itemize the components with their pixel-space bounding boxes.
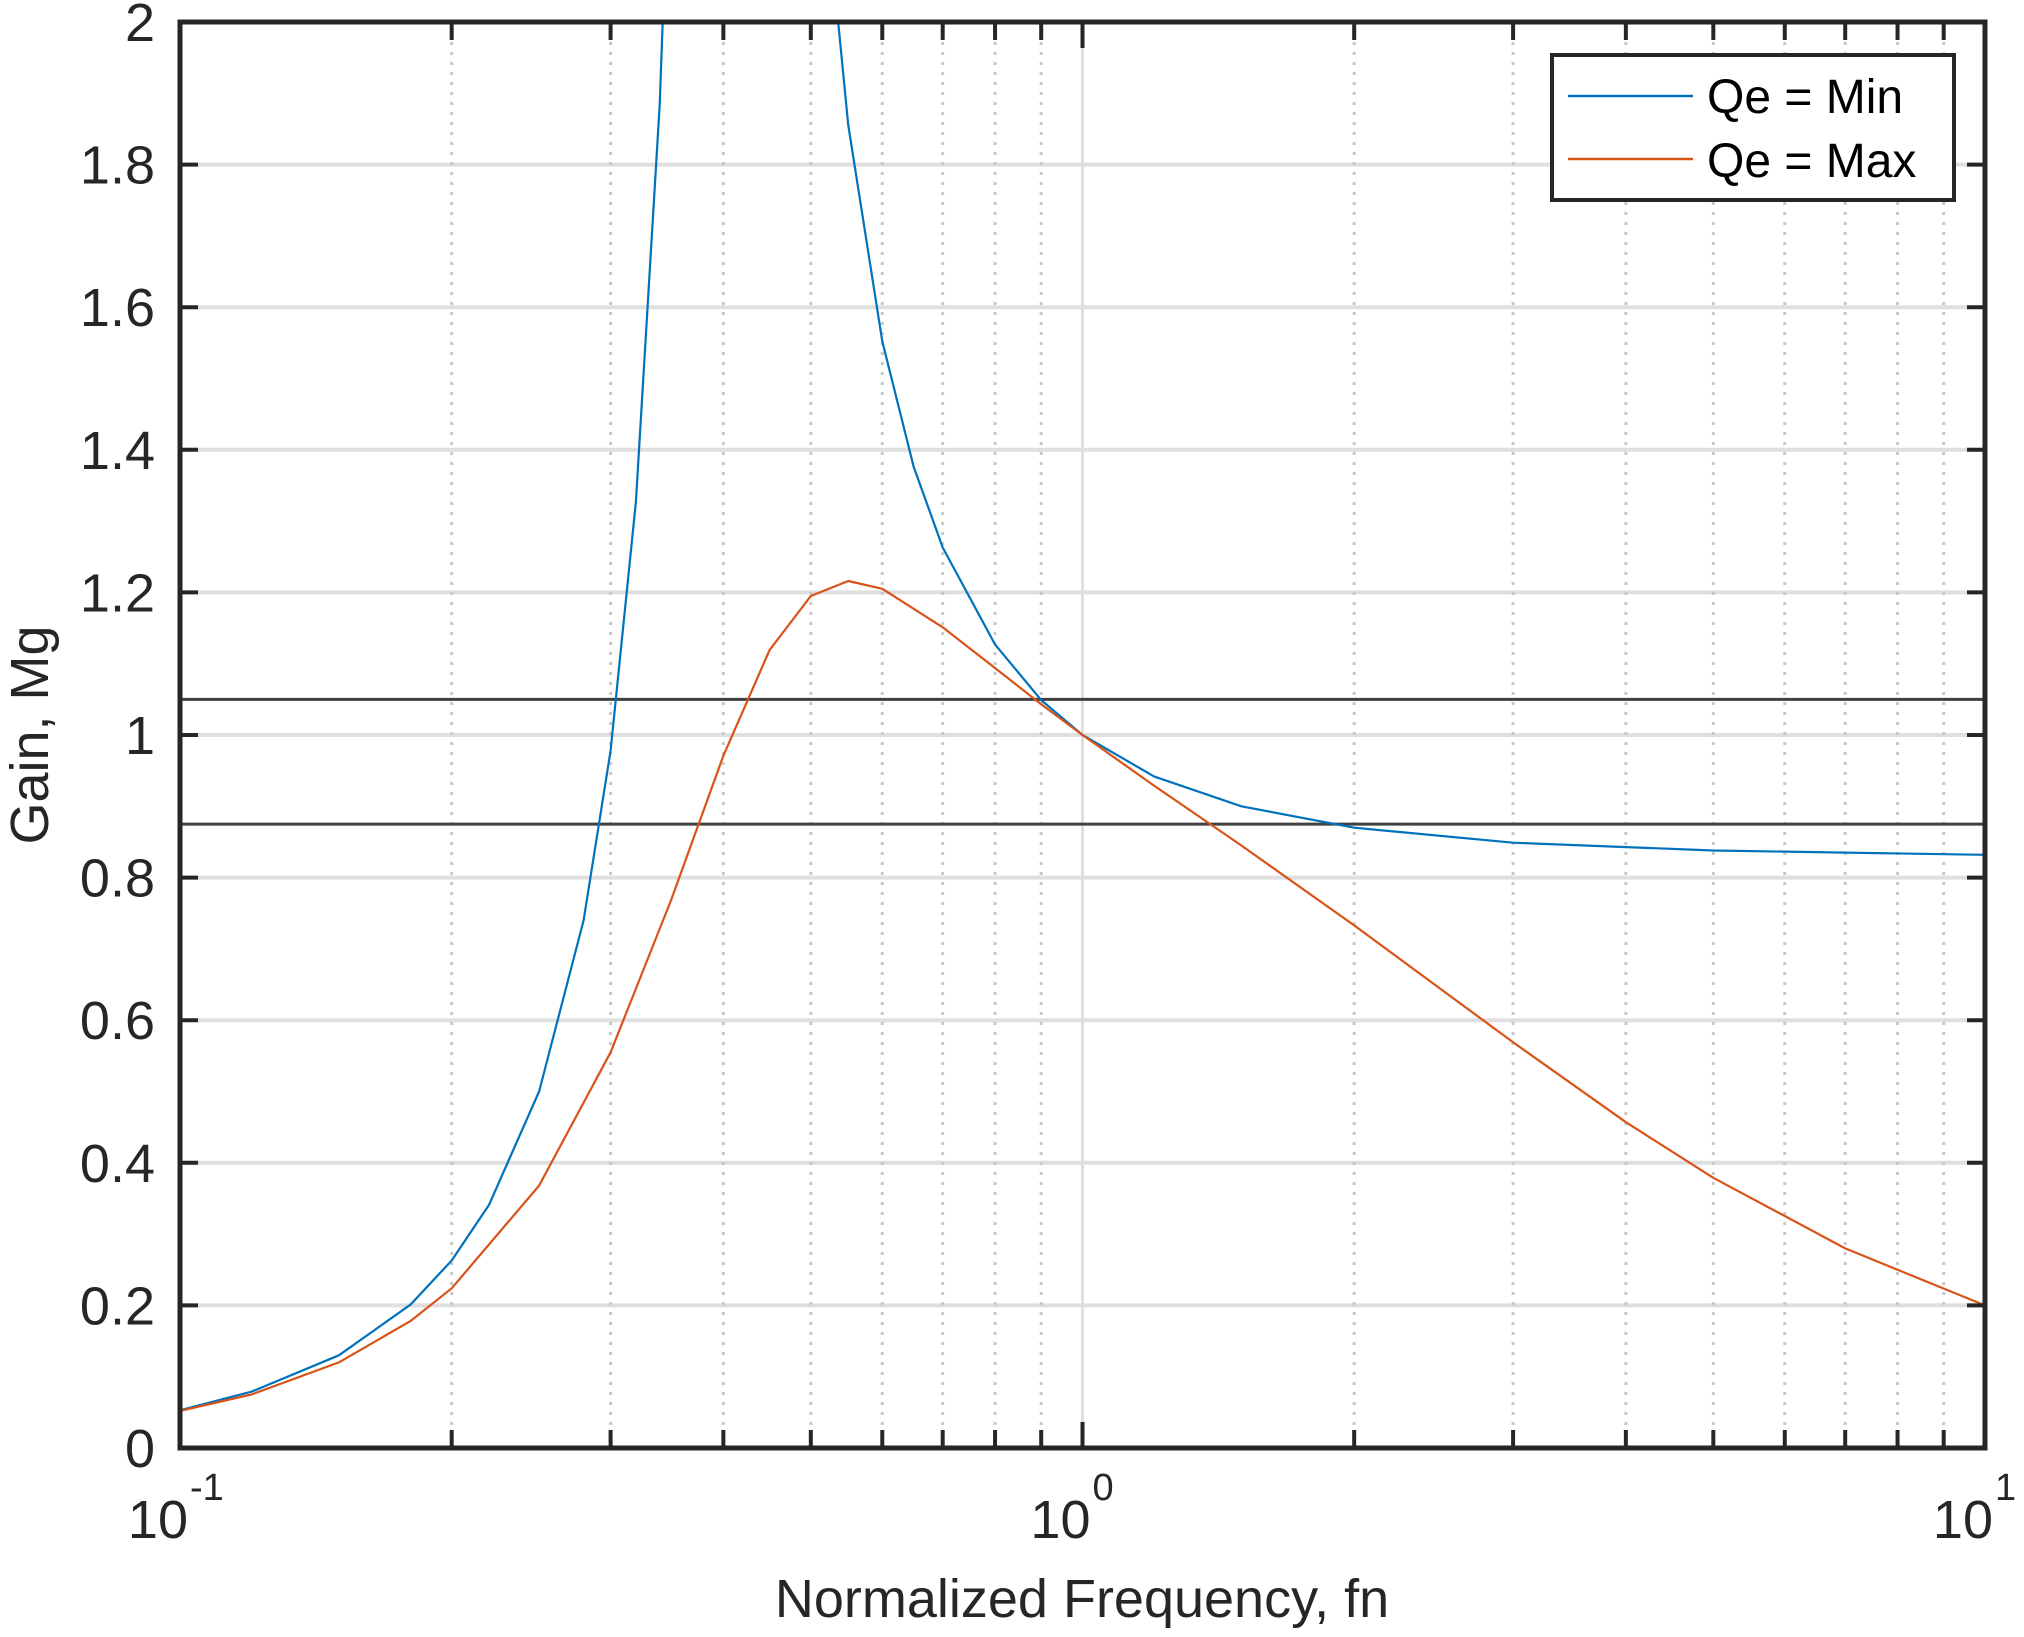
x-tick-label-base: 10 [128,1490,188,1550]
y-tick-label: 0.4 [80,1134,155,1194]
series-line-qe-max [180,579,1985,1412]
y-tick-label: 0 [125,1419,155,1479]
grid [180,22,1985,1448]
legend-label-qe-min: Qe = Min [1707,71,1903,124]
legend: Qe = Min Qe = Max [1550,53,1956,202]
y-axis-label: Gain, Mg [0,625,60,844]
legend-label-qe-max: Qe = Max [1707,135,1916,188]
x-tick-label: 100 [1030,1467,1113,1550]
reference-lines [180,697,1985,826]
series-line-qe-min [180,22,1985,1412]
legend-box [1550,53,1956,202]
y-tick-label: 1.2 [80,563,155,623]
x-tick-label-exponent: -1 [190,1467,224,1509]
x-tick-label-base: 10 [1933,1490,1993,1550]
x-tick-label-exponent: 1 [1995,1467,2016,1509]
plot-frame [177,19,1988,1451]
axes [177,19,1988,1451]
x-axis-label: Normalized Frequency, fn [775,1569,1389,1629]
y-tick-label: 0.6 [80,991,155,1051]
y-tick-label: 0.2 [80,1276,155,1336]
x-tick-label-exponent: 0 [1093,1467,1114,1509]
y-tick-label: 1.6 [80,278,155,338]
series-group [180,22,1985,1412]
y-tick-label: 1.4 [80,421,155,481]
x-tick-label-base: 10 [1030,1490,1090,1550]
x-tick-label: 10-1 [128,1467,224,1550]
y-tick-label: 1.8 [80,136,155,196]
x-tick-label: 101 [1933,1467,2016,1550]
y-tick-label: 2 [125,0,155,53]
y-tick-label: 1 [125,706,155,766]
y-tick-label: 0.8 [80,849,155,909]
